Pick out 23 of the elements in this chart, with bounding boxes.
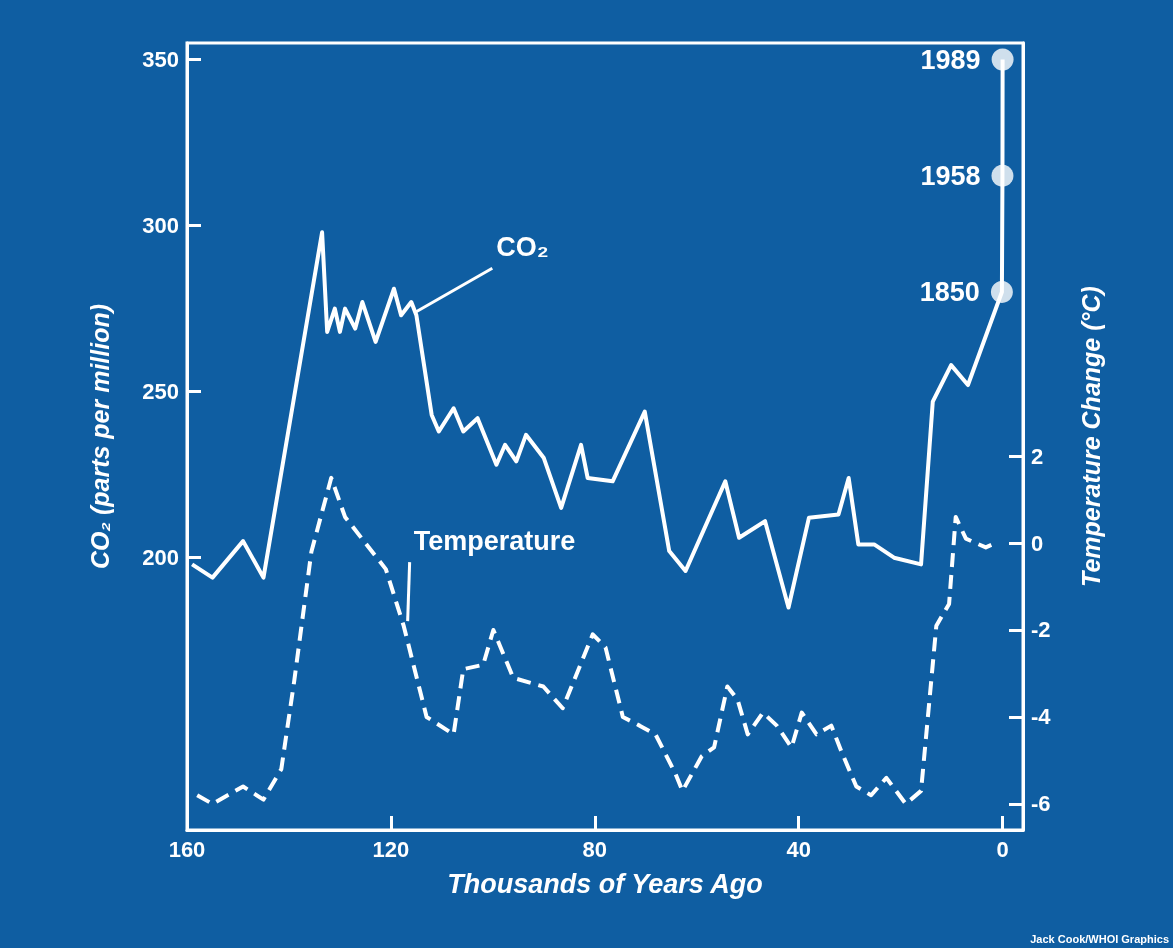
y-tick-label: 250	[142, 379, 179, 405]
x-tick-label: 120	[372, 836, 410, 862]
annotation: 1989	[920, 44, 981, 75]
y2-tick-label: -4	[1031, 704, 1052, 730]
y2-tick-label: 2	[1031, 443, 1044, 469]
y-tick-label: 350	[142, 47, 179, 73]
y-tick-label: 200	[142, 545, 179, 571]
y2-axis-title: Temperature Change (°C)	[1076, 286, 1105, 587]
y2-tick-label: 0	[1031, 530, 1044, 556]
x-axis-title: Thousands of Years Ago	[447, 868, 763, 899]
y2-tick-label: -6	[1031, 791, 1051, 817]
text: Jack Cook/WHOI Graphics	[1030, 932, 1169, 945]
annotation: 1850	[919, 277, 980, 308]
x-tick-label: 160	[168, 836, 206, 862]
y-tick-label: 300	[142, 213, 179, 239]
x-tick-label: 40	[786, 836, 811, 862]
annotation: Temperature	[413, 525, 576, 556]
x-tick-label: 0	[996, 836, 1009, 862]
y2-tick-label: -2	[1031, 617, 1051, 643]
x-tick-label: 80	[582, 836, 608, 862]
annotation: CO₂	[496, 231, 549, 262]
annotation: 1958	[920, 160, 981, 191]
y-axis-title: CO₂ (parts per million)	[85, 303, 114, 570]
